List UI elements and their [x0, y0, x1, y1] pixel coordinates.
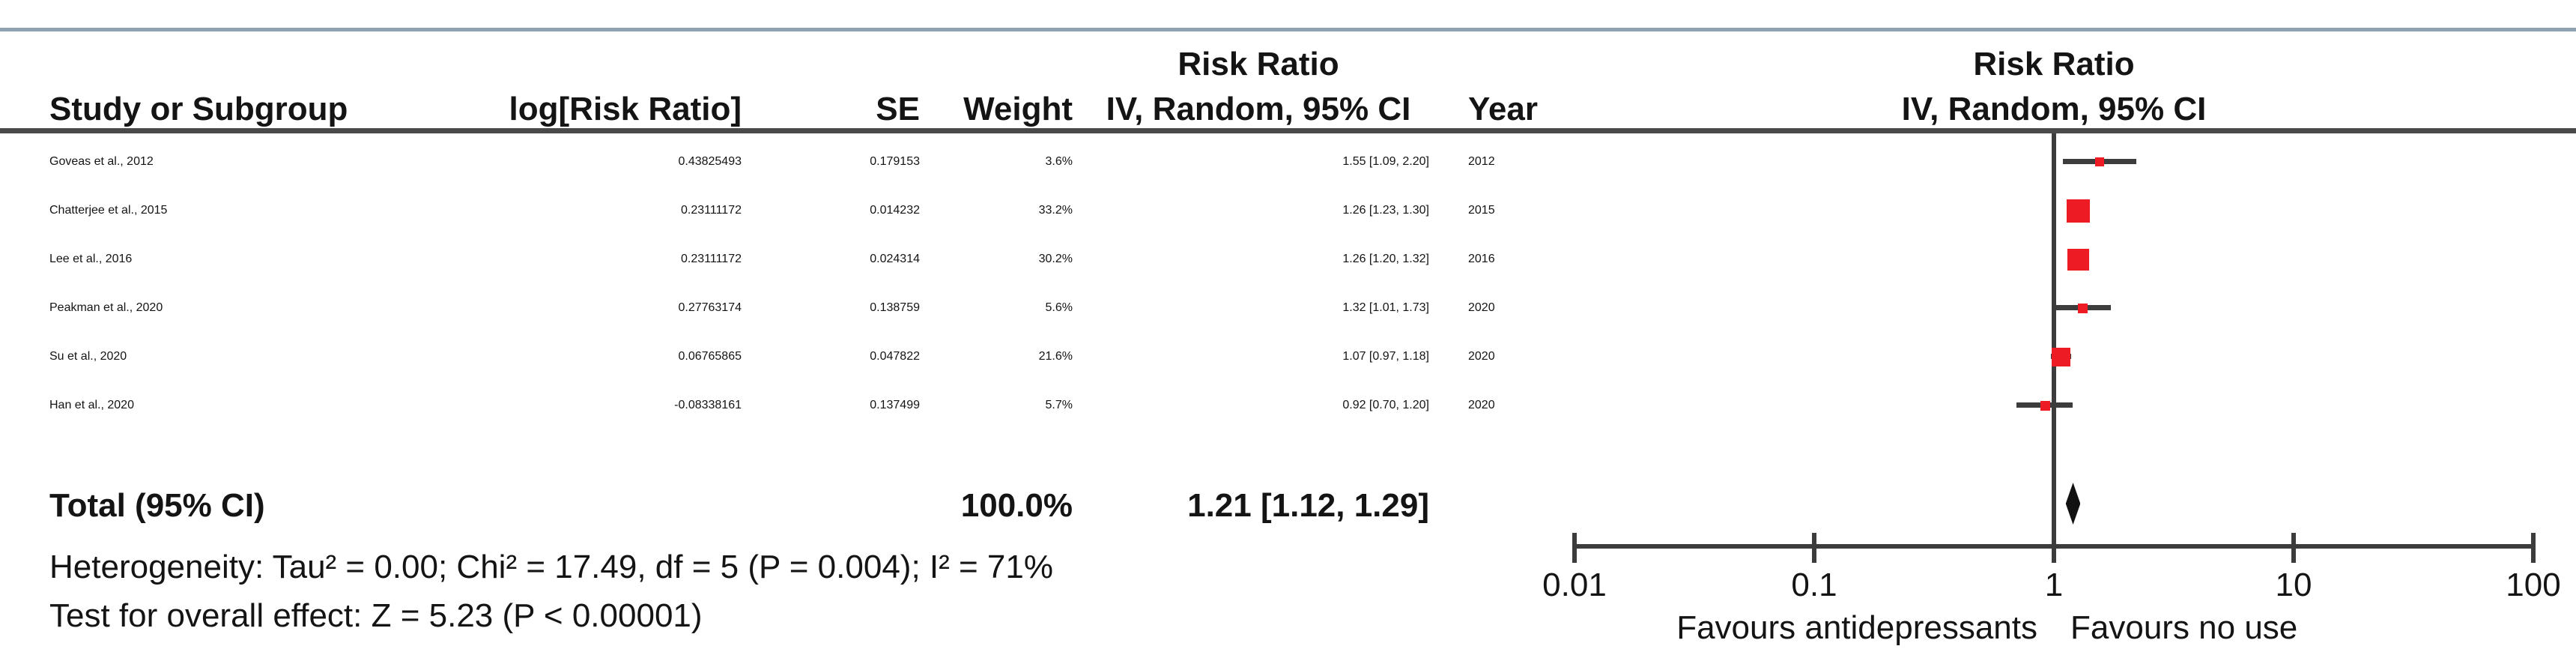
log-risk-ratio: -0.08338161 [674, 399, 742, 411]
x-axis-tick [1812, 533, 1816, 563]
x-axis-tick-label: 1 [2044, 567, 2064, 603]
favours-left-label: Favours antidepressants [1676, 609, 2037, 646]
col-header-estimate-ci: IV, Random, 95% CI [1106, 91, 1411, 127]
effect-marker [2078, 303, 2088, 313]
estimate-ci: 1.55 [1.09, 2.20] [1342, 155, 1429, 168]
estimate-ci: 1.32 [1.01, 1.73] [1342, 301, 1429, 314]
no-effect-line [2052, 133, 2056, 549]
col-header-se: SE [876, 91, 920, 127]
x-axis-tick-label: 0.01 [1542, 567, 1607, 603]
log-risk-ratio: 0.23111172 [681, 204, 742, 217]
effect-marker [2040, 400, 2050, 411]
weight-value: 5.7% [1045, 399, 1073, 411]
year-value: 2016 [1468, 253, 1495, 265]
estimate-ci: 0.92 [0.70, 1.20] [1342, 399, 1429, 411]
top-border-rule [0, 28, 2576, 31]
estimate-ci: 1.07 [0.97, 1.18] [1342, 350, 1429, 363]
table-row: Su et al., 2020 0.06765865 0.047822 21.6% 1.… [0, 332, 2576, 381]
x-axis-tick [2531, 533, 2536, 563]
favours-right-label: Favours no use [2070, 609, 2298, 646]
plot-column-title: Risk Ratio [1973, 46, 2135, 82]
study-name: Han et al., 2020 [49, 399, 134, 411]
study-name: Goveas et al., 2012 [49, 155, 154, 168]
estimate-ci: 1.26 [1.20, 1.32] [1342, 253, 1429, 265]
study-name: Peakman et al., 2020 [49, 301, 163, 314]
header-underline-rule [0, 128, 2576, 133]
table-row: Lee et al., 2016 0.23111172 0.024314 30.2% 1… [0, 235, 2576, 284]
weight-value: 33.2% [1038, 204, 1073, 217]
year-value: 2020 [1468, 350, 1495, 363]
standard-error: 0.014232 [870, 204, 920, 217]
weight-value: 21.6% [1038, 350, 1073, 363]
table-row: Peakman et al., 2020 0.27763174 0.138759 5.… [0, 283, 2576, 333]
x-axis-tick [2291, 533, 2296, 563]
x-axis-tick [2052, 533, 2056, 563]
table-row: Chatterjee et al., 2015 0.23111172 0.01423… [0, 186, 2576, 235]
x-axis-tick-label: 10 [2275, 567, 2312, 603]
x-axis-tick-label: 0.1 [1791, 567, 1837, 603]
table-row: Goveas et al., 2012 0.43825493 0.179153 3.6… [0, 137, 2576, 187]
stats-column-title: Risk Ratio [1178, 46, 1339, 82]
summary-diamond [2065, 483, 2081, 525]
weight-value: 5.6% [1045, 301, 1073, 314]
effect-marker [2067, 248, 2089, 271]
total-label: Total (95% CI) [49, 487, 265, 524]
col-header-weight: Weight [963, 91, 1073, 127]
x-axis-tick [1572, 533, 1577, 563]
heterogeneity-text: Heterogeneity: Tau² = 0.00; Chi² = 17.49… [49, 549, 1053, 585]
total-estimate: 1.21 [1.12, 1.29] [1187, 487, 1429, 524]
plot-header-method: IV, Random, 95% CI [1901, 91, 2207, 127]
log-risk-ratio: 0.23111172 [681, 253, 742, 265]
col-header-year: Year [1468, 91, 1538, 127]
overall-effect-text: Test for overall effect: Z = 5.23 (P < 0… [49, 597, 703, 634]
study-name: Chatterjee et al., 2015 [49, 204, 168, 217]
standard-error: 0.047822 [870, 350, 920, 363]
year-value: 2012 [1468, 155, 1495, 168]
year-value: 2020 [1468, 399, 1495, 411]
log-risk-ratio: 0.06765865 [678, 350, 742, 363]
weight-value: 3.6% [1045, 155, 1073, 168]
log-risk-ratio: 0.43825493 [678, 155, 742, 168]
weight-value: 30.2% [1038, 253, 1073, 265]
table-row: Han et al., 2020 -0.08338161 0.137499 5.7% 0… [0, 381, 2576, 430]
x-axis-tick-label: 100 [2506, 567, 2561, 603]
standard-error: 0.137499 [870, 399, 920, 411]
study-name: Su et al., 2020 [49, 350, 127, 363]
standard-error: 0.179153 [870, 155, 920, 168]
col-header-study: Study or Subgroup [49, 91, 348, 127]
year-value: 2020 [1468, 301, 1495, 314]
log-risk-ratio: 0.27763174 [678, 301, 742, 314]
standard-error: 0.024314 [870, 253, 920, 265]
year-value: 2015 [1468, 204, 1495, 217]
study-name: Lee et al., 2016 [49, 253, 133, 265]
total-weight: 100.0% [960, 487, 1073, 524]
estimate-ci: 1.26 [1.23, 1.30] [1342, 204, 1429, 217]
effect-marker [2094, 157, 2104, 166]
effect-marker [2066, 199, 2090, 223]
effect-marker [2051, 347, 2070, 366]
col-header-log-risk-ratio: log[Risk Ratio] [509, 91, 742, 127]
standard-error: 0.138759 [870, 301, 920, 314]
